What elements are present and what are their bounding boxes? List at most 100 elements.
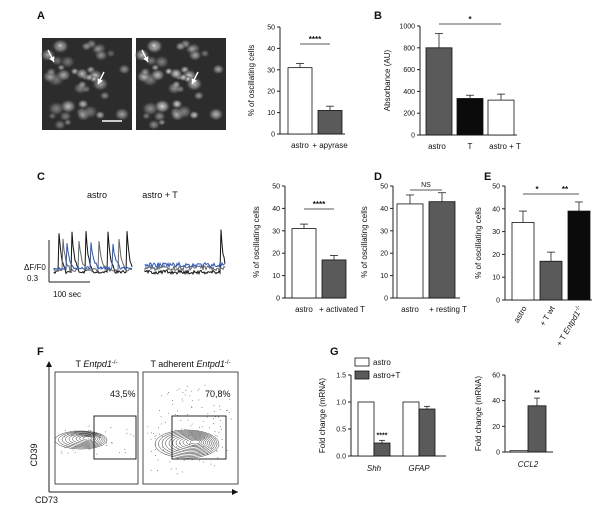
- y-axis-label: % of oscillating cells: [247, 45, 256, 117]
- event-dot: [229, 398, 231, 400]
- cell-body: [151, 64, 160, 72]
- chart-g2: 0 20 40 60 Fold change (mRNA) ** CCL2: [474, 373, 553, 469]
- event-dot: [218, 405, 220, 407]
- legend-swatch: [354, 357, 370, 367]
- arrow-head: [49, 56, 55, 62]
- x-tick-label: + resting T: [429, 305, 467, 314]
- bar-astrot: [527, 405, 547, 453]
- cell-body: [178, 73, 188, 82]
- cell-body: [208, 107, 224, 121]
- contour-ring: [72, 434, 98, 444]
- micrograph-image: [40, 38, 132, 131]
- flow-plot-frame: [54, 371, 139, 485]
- contour-ring: [189, 439, 201, 445]
- event-dot: [182, 400, 184, 402]
- event-dot: [208, 427, 210, 429]
- gate-percentage: 70,8%: [205, 389, 231, 399]
- flow-x-label: CD73: [35, 495, 58, 505]
- contour-ring: [175, 435, 208, 450]
- event-dot: [176, 473, 178, 475]
- bar---t-entpd1---: [567, 210, 591, 301]
- event-dot: [176, 410, 178, 412]
- event-dot: [198, 452, 200, 454]
- event-dot: [126, 432, 128, 434]
- event-dot: [212, 423, 214, 424]
- bar-astro: [402, 401, 420, 457]
- contour-ring: [58, 431, 106, 449]
- event-dot: [159, 433, 160, 435]
- event-dot: [110, 427, 112, 428]
- micrograph-image: [134, 38, 226, 131]
- significance-label: ****: [377, 432, 388, 439]
- event-dot: [218, 390, 219, 392]
- cell-body: [185, 76, 203, 92]
- event-dot: [151, 432, 152, 434]
- event-dot: [206, 390, 208, 392]
- trace-line: [144, 229, 226, 276]
- bar-astro---t: [487, 99, 515, 136]
- event-dot: [106, 445, 108, 447]
- y-tick-label: 400: [403, 89, 415, 96]
- cell-body: [47, 101, 65, 116]
- event-dot: [174, 429, 176, 431]
- cell-body: [118, 64, 131, 75]
- x-tick-label: Shh: [367, 464, 382, 473]
- y-tick-label: 800: [403, 45, 415, 52]
- event-dot: [180, 419, 182, 421]
- x-tick-label: astro + T: [489, 142, 521, 151]
- event-dot: [213, 410, 215, 412]
- event-dot: [201, 426, 203, 428]
- contour-ring: [68, 433, 100, 445]
- event-dot: [98, 437, 100, 439]
- event-dot: [186, 414, 188, 416]
- cell-body: [147, 119, 161, 131]
- panel-letter-a: A: [37, 10, 45, 22]
- event-dot: [200, 439, 201, 441]
- event-dot: [158, 427, 159, 429]
- event-dot: [204, 384, 206, 386]
- event-dot: [181, 398, 183, 400]
- x-tick-label: astro: [401, 305, 419, 314]
- y-tick-label: 20: [272, 251, 280, 258]
- event-dot: [185, 390, 187, 391]
- event-dot: [74, 451, 76, 453]
- event-dot: [192, 445, 193, 447]
- event-dot: [81, 433, 83, 435]
- bar-astro: [291, 228, 317, 299]
- cell-body: [157, 118, 166, 126]
- event-dot: [203, 446, 205, 448]
- event-dot: [216, 450, 218, 452]
- trace-line: [53, 242, 133, 271]
- event-dot: [168, 392, 169, 393]
- event-dot: [198, 460, 200, 462]
- event-dot: [210, 463, 212, 465]
- y-tick-label: 30: [272, 228, 280, 235]
- y-tick-label: 0.0: [336, 454, 346, 461]
- event-dot: [181, 471, 183, 473]
- y-tick-label: 10: [267, 110, 275, 117]
- contour-ring: [161, 431, 216, 456]
- event-dot: [66, 446, 68, 448]
- y-tick-label: 30: [380, 228, 388, 235]
- contour-ring: [182, 437, 205, 448]
- event-dot: [125, 452, 127, 454]
- arrow-right-icon: [232, 489, 238, 495]
- event-dot: [61, 452, 63, 454]
- y-tick-label: 0: [276, 296, 280, 303]
- cell-body: [63, 118, 72, 126]
- bar-astro: [357, 401, 375, 457]
- bar-astro: [425, 47, 453, 136]
- y-axis-label: % of oscillating cells: [360, 206, 369, 278]
- event-dot: [220, 426, 222, 428]
- y-tick-label: 40: [492, 398, 500, 405]
- event-dot: [184, 428, 186, 430]
- title-gene: Entpd1: [196, 359, 225, 369]
- event-dot: [186, 385, 188, 387]
- y-tick-label: 20: [492, 252, 500, 259]
- y-tick-label: 40: [272, 206, 280, 213]
- y-tick-label: 20: [492, 424, 500, 431]
- cell-body: [141, 101, 159, 116]
- panel-letter-g: G: [330, 346, 339, 358]
- bar-astro: [509, 450, 529, 453]
